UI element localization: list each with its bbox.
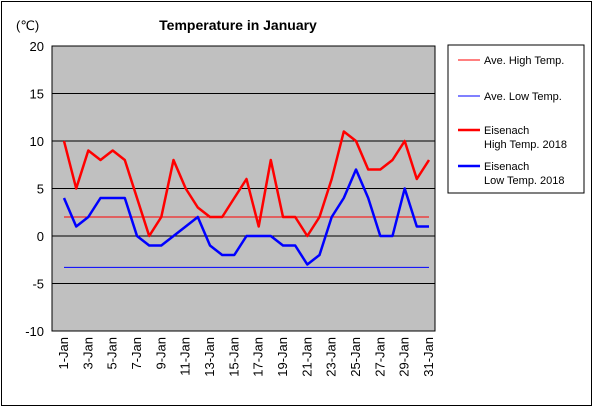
x-tick-label: 9-Jan xyxy=(153,337,168,370)
x-tick-label: 5-Jan xyxy=(105,337,120,370)
y-tick-label: -10 xyxy=(25,324,44,339)
y-tick-label: 20 xyxy=(30,39,44,54)
x-tick-label: 1-Jan xyxy=(56,337,71,370)
x-tick-label: 25-Jan xyxy=(348,337,363,377)
chart-title: Temperature in January xyxy=(159,17,317,33)
x-tick-label: 21-Jan xyxy=(299,337,314,377)
legend: Ave. High Temp. Ave. Low Temp. Eisenach Hig… xyxy=(447,44,585,194)
legend-label-4: Eisenach xyxy=(484,161,529,173)
x-tick-label: 29-Jan xyxy=(397,337,412,377)
series-line-3 xyxy=(62,130,431,238)
legend-label-3: High Temp. 2018 xyxy=(484,139,567,151)
y-tick-label: -5 xyxy=(32,277,44,292)
x-tick-label: 15-Jan xyxy=(226,337,241,377)
x-tick-label: 17-Jan xyxy=(251,337,266,377)
x-tick-label: 13-Jan xyxy=(202,337,217,377)
x-tick-label: 23-Jan xyxy=(324,337,339,377)
x-tick-label: 31-Jan xyxy=(421,337,436,377)
y-unit-label: (℃) xyxy=(16,18,39,33)
legend-label-3: Eisenach xyxy=(484,125,529,137)
y-tick-label: 5 xyxy=(37,182,44,197)
x-tick-label: 19-Jan xyxy=(275,337,290,377)
y-tick-label: 15 xyxy=(30,87,44,102)
x-tick-label: 7-Jan xyxy=(129,337,144,370)
y-tick-label: 10 xyxy=(30,134,44,149)
legend-label-1: Ave. High Temp. xyxy=(484,55,564,67)
legend-label-4: Low Temp. 2018 xyxy=(484,175,565,187)
x-tick-label: 27-Jan xyxy=(372,337,387,377)
legend-box xyxy=(447,44,585,194)
x-tick-label: 3-Jan xyxy=(80,337,95,370)
x-tick-label: 11-Jan xyxy=(178,337,193,376)
legend-label-2: Ave. Low Temp. xyxy=(484,91,562,103)
series-line-4 xyxy=(62,168,429,266)
y-tick-label: 0 xyxy=(37,229,44,244)
